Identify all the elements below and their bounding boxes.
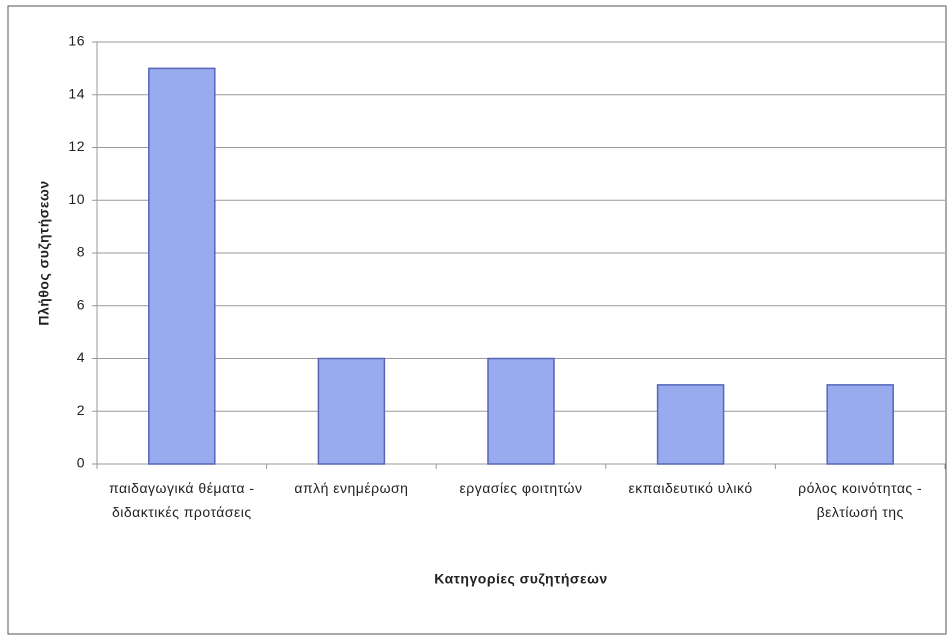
bar (148, 67, 216, 465)
y-tick-label: 16 (68, 33, 85, 49)
y-axis-title: Πλήθος συζητήσεων (36, 180, 52, 325)
bar (656, 384, 725, 465)
x-axis-title: Κατηγορίες συζητήσεων (434, 571, 607, 587)
x-tick-label: εργασίες φοιτητών (459, 480, 583, 496)
x-tick-label: παιδαγωγικά θέματα - διδακτικές προτάσει… (109, 480, 255, 520)
x-tick-label: εκπαιδευτικό υλικό (628, 480, 753, 496)
y-tick-label: 2 (77, 402, 85, 418)
bar (826, 384, 894, 465)
y-tick-label: 12 (68, 138, 85, 154)
y-tick-label: 14 (68, 85, 85, 101)
y-tick-label: 8 (77, 244, 85, 260)
y-tick-label: 6 (77, 296, 85, 312)
y-tick-label: 0 (77, 455, 85, 471)
y-tick-label: 4 (77, 349, 85, 365)
bar (317, 357, 386, 465)
x-tick-label: ρόλος κοινότητας - βελτίωσή της (798, 480, 923, 520)
bar (487, 357, 555, 465)
y-tick-label: 10 (68, 191, 85, 207)
x-tick-label: απλή ενημέρωση (294, 480, 409, 496)
